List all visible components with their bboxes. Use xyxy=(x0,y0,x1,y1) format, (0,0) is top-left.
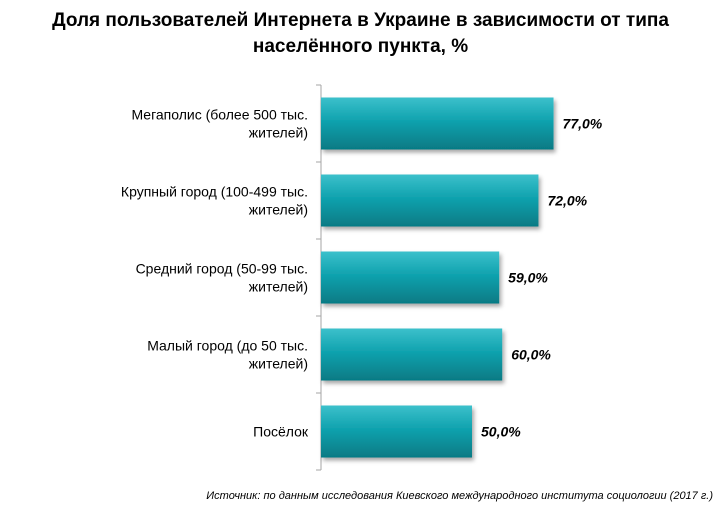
bar xyxy=(321,174,539,227)
chart-title-line-2: населённого пункта, % xyxy=(252,36,469,57)
category-label: жителей) xyxy=(249,202,308,218)
data-label: 77,0% xyxy=(563,116,603,132)
bar xyxy=(321,251,500,304)
data-label: 50,0% xyxy=(481,424,521,440)
data-label: 72,0% xyxy=(547,193,587,209)
bar xyxy=(321,97,554,150)
category-label: Малый город (до 50 тыс. xyxy=(147,338,308,354)
source-note: Источник: по данным исследования Киевско… xyxy=(206,490,713,502)
bar xyxy=(321,405,472,458)
chart-title-line-1: Доля пользователей Интернета в Украине в… xyxy=(52,10,669,31)
category-label: жителей) xyxy=(249,125,308,141)
category-label: Посёлок xyxy=(253,424,309,440)
chart-title: Доля пользователей Интернета в Украине в… xyxy=(0,8,721,60)
data-label: 59,0% xyxy=(508,270,548,286)
category-label: жителей) xyxy=(249,356,308,372)
bar xyxy=(321,328,503,381)
data-label: 60,0% xyxy=(511,347,551,363)
category-label: Средний город (50-99 тыс. xyxy=(136,261,308,277)
category-label: жителей) xyxy=(249,279,308,295)
category-label: Мегаполис (более 500 тыс. xyxy=(131,107,308,123)
category-label: Крупный город (100-499 тыс. xyxy=(121,184,308,200)
